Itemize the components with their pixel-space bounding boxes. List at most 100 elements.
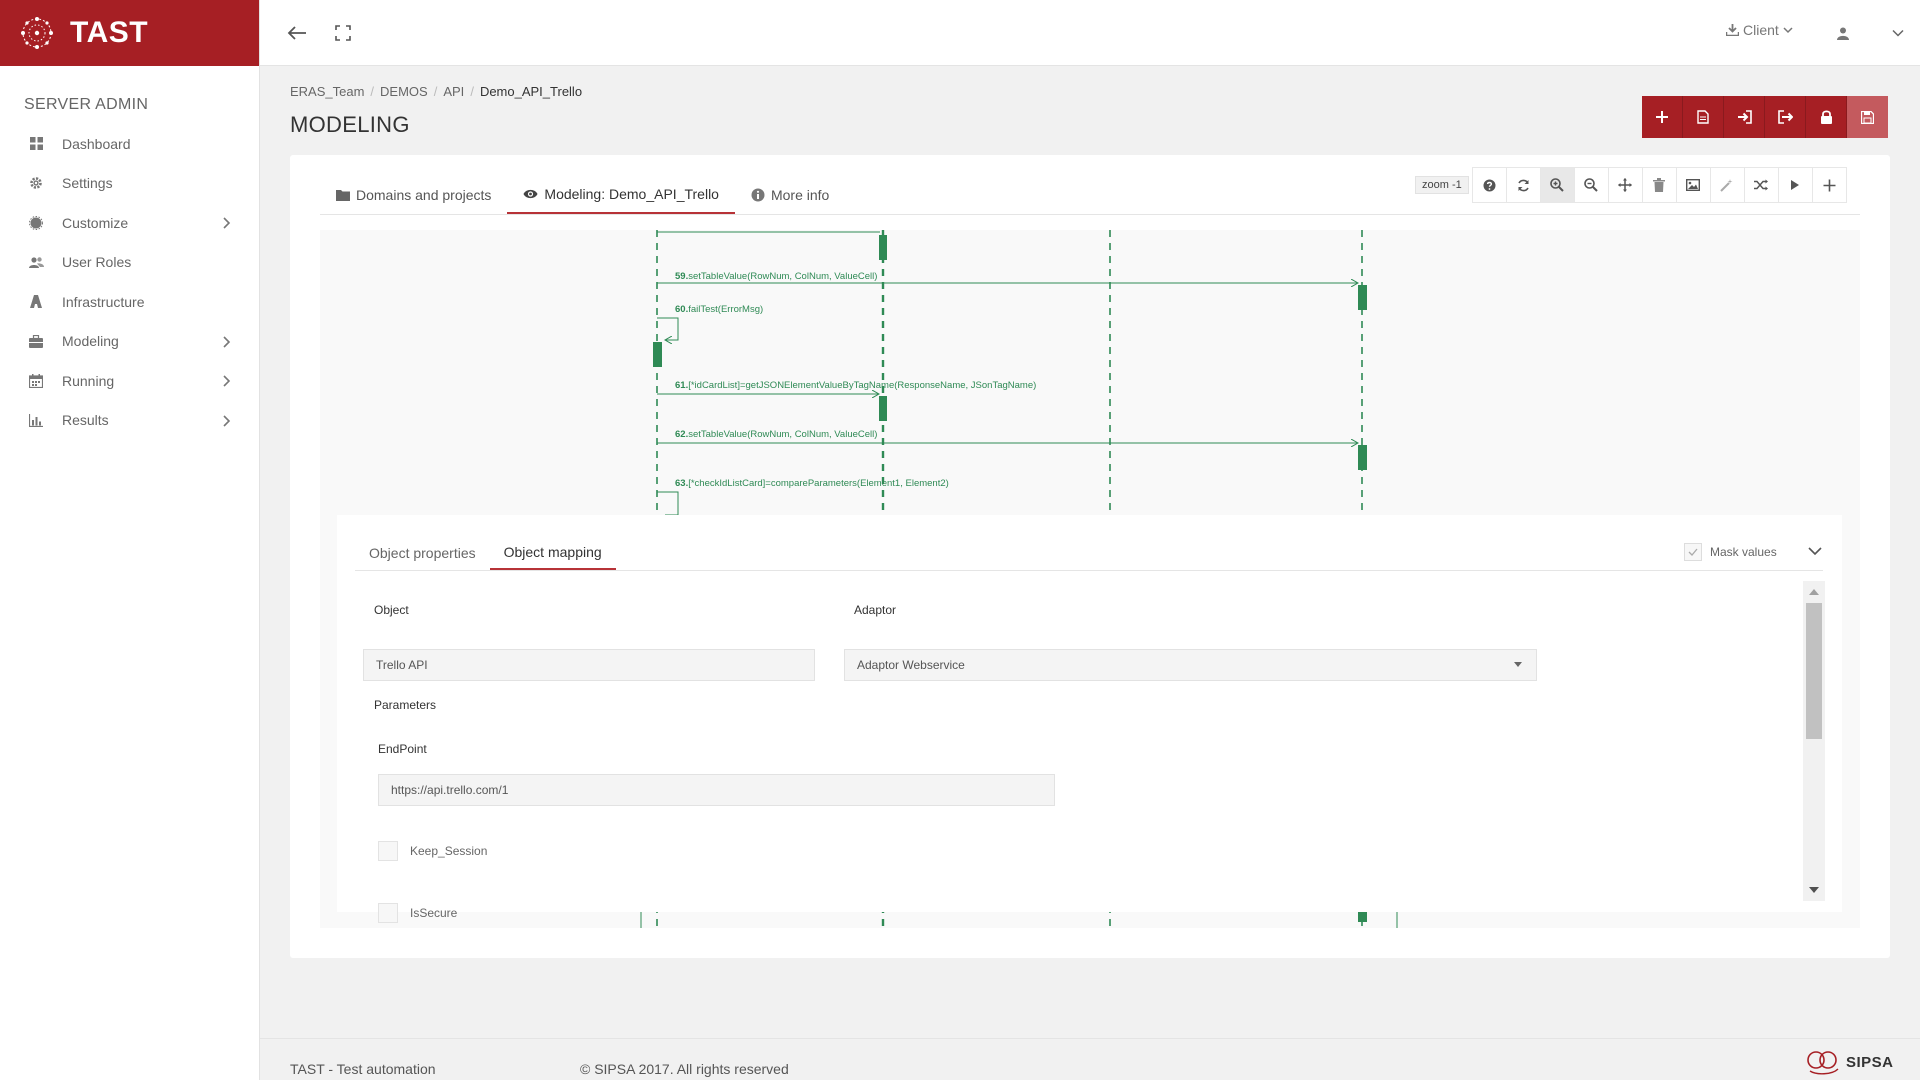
sidebar-item-label: User Roles [62,254,132,271]
add-tool-button[interactable] [1811,167,1847,203]
question-icon [1483,179,1496,191]
export-button[interactable] [1765,96,1806,138]
folder-icon [336,189,350,201]
tab-more-info[interactable]: More info [735,175,845,214]
activation-bar [1358,445,1367,470]
tab-object-mapping[interactable]: Object mapping [489,535,616,570]
play-tool-button[interactable] [1777,167,1813,203]
message-label[interactable]: 62.setTableValue(RowNum, ColNum, ValueCe… [675,429,878,440]
object-input[interactable]: Trello API [363,649,815,681]
help-tool-button[interactable] [1471,167,1507,203]
zoom-out-tool-button[interactable] [1573,167,1609,203]
refresh-icon [1518,179,1529,191]
random-icon [1754,179,1769,191]
refresh-tool-button[interactable] [1505,167,1541,203]
activation-bar [653,342,662,367]
sign-out-icon [1777,110,1793,124]
sidebar-item-modeling[interactable]: Modeling [0,322,259,362]
message-label[interactable]: 61.[*idCardList]=getJSONElementValueByTa… [675,380,1037,391]
message-label[interactable]: 59.setTableValue(RowNum, ColNum, ValueCe… [675,271,878,282]
activation-bar [1358,285,1367,310]
footer: TAST - Test automation © SIPSA 2017. All… [260,1038,1920,1080]
sidebar-item-user-roles[interactable]: User Roles [0,243,259,283]
chevron-right-icon [223,375,231,387]
footer-app-name: TAST - Test automation [290,1061,436,1077]
check-icon [1688,548,1698,556]
modeling-card: Domains and projects Modeling: Demo_API_… [290,155,1890,958]
sidebar-item-label: Dashboard [62,135,131,152]
tab-object-properties[interactable]: Object properties [369,544,476,561]
magic-wand-icon [1720,179,1733,192]
brand-header[interactable]: TAST [0,0,259,66]
add-button[interactable] [1642,96,1683,138]
sidebar-item-label: Results [62,412,109,429]
scroll-down-icon[interactable] [1809,887,1819,893]
panel-scrollbar[interactable] [1803,581,1825,901]
adaptor-label: Adaptor [854,603,897,617]
client-label: Client [1743,22,1779,38]
message-label[interactable]: 63.[*checkIdListCard]=compareParameters(… [675,478,949,489]
arrow-left-icon [287,26,306,40]
mask-values-label: Mask values [1710,545,1777,559]
chevron-down-icon [1783,27,1793,34]
sipsa-logo-icon [1807,1051,1839,1075]
mask-values-checkbox[interactable] [1684,543,1702,561]
self-message-arrow [657,317,679,340]
tab-modeling[interactable]: Modeling: Demo_API_Trello [507,175,735,214]
adaptor-select[interactable]: Adaptor Webservice [844,649,1537,681]
breadcrumb-item[interactable]: DEMOS [380,84,428,99]
topbar: Client [260,0,1920,66]
activation-bar [879,235,887,260]
play-icon [1791,180,1800,190]
scrollbar-thumb[interactable] [1806,603,1822,739]
user-menu-button[interactable] [1830,20,1856,46]
back-button[interactable] [284,20,310,46]
fullscreen-button[interactable] [330,20,356,46]
sidebar-item-infrastructure[interactable]: Infrastructure [0,282,259,322]
diagram-toolbar: zoom -1 [1415,167,1847,203]
chevron-right-icon [223,414,231,427]
shuffle-tool-button[interactable] [1743,167,1779,203]
eye-icon [523,189,538,199]
chevron-down-icon [1892,29,1904,37]
calendar-icon [28,373,44,389]
breadcrumb: ERAS_Team / DEMOS / API / Demo_API_Trello [290,84,583,99]
client-download-menu[interactable]: Client [1726,22,1793,38]
delete-tool-button[interactable] [1641,167,1677,203]
mask-values-toggle[interactable]: Mask values [1684,543,1777,561]
message-label[interactable]: 60.failTest(ErrorMsg) [675,304,764,315]
import-button[interactable] [1724,96,1765,138]
breadcrumb-item[interactable]: API [443,84,465,99]
image-tool-button[interactable] [1675,167,1711,203]
endpoint-input[interactable]: https://api.trello.com/1 [378,774,1055,806]
zoom-in-tool-button[interactable] [1539,167,1575,203]
sidebar-item-dashboard[interactable]: Dashboard [0,124,259,164]
export-file-button[interactable] [1683,96,1724,138]
sidebar-item-label: Settings [62,175,113,192]
keep-session-checkbox[interactable] [378,841,398,861]
sidebar-item-customize[interactable]: Customize [0,203,259,243]
lock-button[interactable] [1806,96,1847,138]
sidebar-item-running[interactable]: Running [0,361,259,401]
panel-tabs: Object properties Object mapping [355,535,616,570]
is-secure-checkbox[interactable] [378,903,398,923]
infrastructure-icon [28,294,44,310]
trash-icon [1653,178,1666,192]
more-menu-button[interactable] [1885,20,1911,46]
tab-domains-and-projects[interactable]: Domains and projects [320,175,507,214]
chevron-down-icon[interactable] [1805,541,1825,561]
sidebar-item-label: Modeling [62,333,119,350]
sidebar: TAST SERVER ADMIN Dashboard Settings Cus… [0,0,260,1080]
move-tool-button[interactable] [1607,167,1643,203]
breadcrumb-item[interactable]: ERAS_Team [290,84,365,99]
save-button[interactable] [1847,96,1888,138]
adaptor-selected-value: Adaptor Webservice [857,658,965,672]
sipsa-logo: SIPSA [1806,1049,1894,1075]
scroll-up-icon[interactable] [1809,589,1819,595]
object-panel: Object properties Object mapping Mask va… [337,515,1842,923]
zoom-in-icon [1550,178,1564,192]
magic-wand-tool-button[interactable] [1709,167,1745,203]
action-buttons [1642,96,1888,138]
sidebar-item-results[interactable]: Results [0,401,259,441]
sidebar-item-settings[interactable]: Settings [0,164,259,204]
